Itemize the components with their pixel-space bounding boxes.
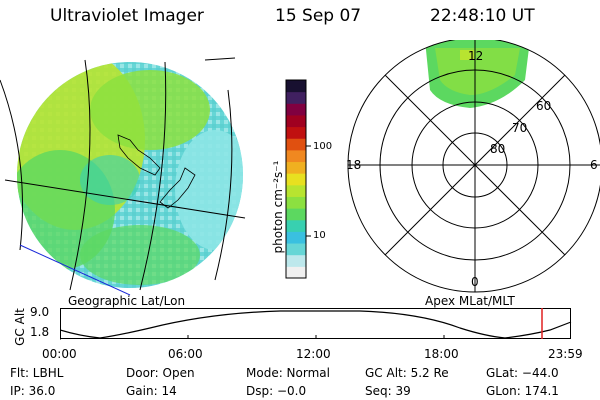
mlt-label-6: 6 <box>590 158 598 172</box>
geographic-caption: Geographic Lat/Lon <box>68 294 186 308</box>
date-label: 15 Sep 07 <box>275 6 362 26</box>
status-mode: Mode: Normal <box>246 366 330 380</box>
app-title: Ultraviolet Imager <box>50 6 204 26</box>
colorbar-unit-label: photon cm⁻²s⁻¹ <box>271 160 285 254</box>
colorbar-swatch <box>286 161 306 174</box>
mlt-label-0: 0 <box>471 275 479 289</box>
timeline-x-tick-0600: 06:00 <box>168 347 203 361</box>
coastline-north-island <box>117 134 161 176</box>
status-door: Door: Open <box>126 366 195 380</box>
colorbar-swatch <box>286 231 306 244</box>
timeline-x-tick-0000: 00:00 <box>42 347 77 361</box>
colorbar-tick-100: 100 <box>313 141 333 152</box>
mlat-label-80: 80 <box>490 142 505 156</box>
timeline-x-tick-2359: 23:59 <box>548 347 583 361</box>
colorbar-swatch <box>286 219 306 232</box>
colorbar-swatch <box>286 149 306 163</box>
orbit-altitude-timeline <box>60 308 572 340</box>
colorbar-swatch <box>286 254 306 267</box>
coastline-south-island <box>159 167 196 209</box>
status-seq: Seq: 39 <box>365 384 411 398</box>
colorbar-swatch <box>286 184 306 197</box>
colorbar-swatch <box>286 126 306 139</box>
mlat-label-60: 60 <box>536 99 551 113</box>
status-gain: Gain: 14 <box>126 384 177 398</box>
polar-mlat-mlt-plot: 12 18 6 0 60 70 80 <box>346 40 600 293</box>
colorbar-swatch <box>286 208 306 221</box>
colorbar-tick-10: 10 <box>313 230 326 241</box>
colorbar-swatch <box>286 173 306 186</box>
colorbar-swatch <box>286 266 306 279</box>
colorbar-swatch <box>286 80 306 93</box>
timeline-y-axis-title: GC Alt <box>13 308 27 346</box>
timeline-x-tick-1200: 12:00 <box>296 347 331 361</box>
status-glon: GLon: 174.1 <box>486 384 559 398</box>
terminator-line <box>19 244 131 296</box>
status-gc-alt: GC Alt: 5.2 Re <box>365 366 449 380</box>
status-dsp: Dsp: −0.0 <box>246 384 307 398</box>
polar-grid <box>347 40 600 293</box>
status-glat: GLat: −44.0 <box>486 366 559 380</box>
polar-caption: Apex MLat/MLT <box>425 294 515 308</box>
colorbar-swatch <box>286 114 306 128</box>
altitude-curve <box>60 310 572 339</box>
color-scale-bar <box>285 79 311 279</box>
graticule <box>0 57 246 291</box>
timeline-x-tick-1800: 18:00 <box>424 347 459 361</box>
colorbar-swatch <box>286 243 306 256</box>
status-ip: IP: 36.0 <box>10 384 56 398</box>
timeline-y-tick-1-8: 1.8 <box>30 325 50 339</box>
colorbar-swatch <box>286 196 306 209</box>
geographic-image-panel <box>0 57 246 296</box>
timeline-y-tick-9: 9.0 <box>30 305 50 319</box>
time-label: 22:48:10 UT <box>430 6 535 26</box>
colorbar-swatch <box>286 103 306 116</box>
aurora-image <box>17 62 243 288</box>
colorbar-swatch <box>286 138 306 151</box>
status-filter: Flt: LBHL <box>10 366 64 380</box>
mlt-label-18: 18 <box>346 158 361 172</box>
colorbar-swatch <box>286 91 306 104</box>
mlat-label-70: 70 <box>512 121 527 135</box>
mlt-label-12: 12 <box>468 49 483 63</box>
